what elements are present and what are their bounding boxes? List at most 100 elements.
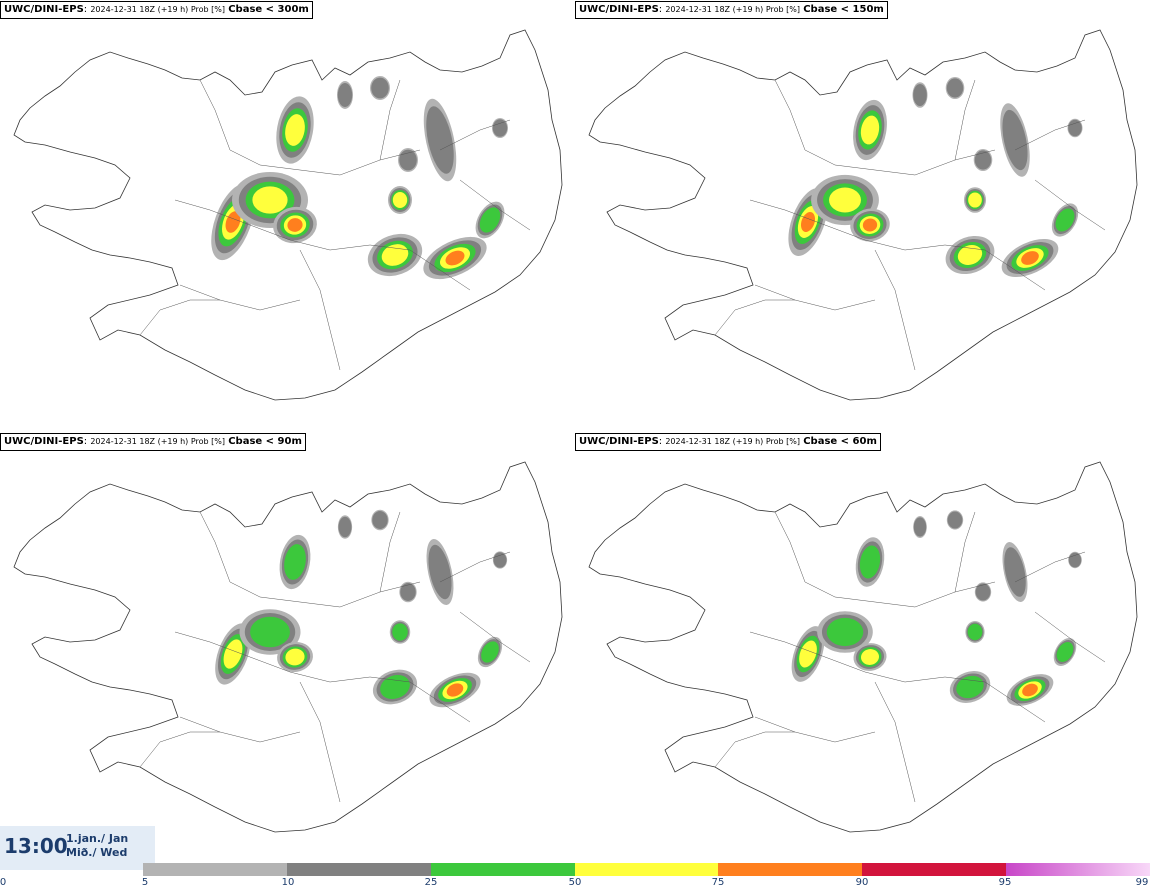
boundary-line [379,79,401,161]
probability-area [1056,642,1074,662]
boundary-line [954,79,976,161]
coastline [588,461,1138,833]
colorbar-tick-label: 0 [0,877,7,888]
probability-area [968,192,982,208]
boundary-line [229,581,421,608]
boundary-line [179,716,301,743]
probability-area [493,552,507,568]
probability-area [223,639,243,669]
map-panel-90m: UWC/DINI-EPS: 2024-12-31 18Z (+19 h) Pro… [0,432,575,862]
probability-area [250,616,290,648]
colorbar-tick-label: 90 [855,877,869,888]
probability-area [338,516,352,538]
valid-hour: 13:00 [4,834,68,858]
probability-area [974,150,992,170]
boundary-line [299,249,341,371]
boundary-line [409,681,471,723]
probability-area [947,511,963,529]
panel-title: UWC/DINI-EPS: 2024-12-31 18Z (+19 h) Pro… [575,433,881,451]
colorbar-tick-label: 25 [424,877,438,888]
colorbar-tick-label: 95 [998,877,1012,888]
probability-area [800,212,816,232]
probability-area [372,511,388,529]
boundary-line [774,511,806,583]
probability-area [285,114,305,146]
boundary-line [459,611,531,663]
boundary-line [749,199,986,251]
probability-area [913,517,927,537]
valid-date: 1.jan./ Jan [66,832,129,845]
probability-area [862,218,878,232]
probability-area [252,186,288,214]
boundary-line [439,119,511,151]
probability-area [799,640,817,668]
colorbar-segment [286,863,431,876]
probability-area [829,187,861,213]
probability-area [946,78,964,98]
colorbar-segment [718,863,863,876]
probability-area [1022,683,1038,697]
colorbar-segment [143,863,287,876]
boundary-line [299,681,341,803]
boundary-line [954,511,976,593]
boundary-line [1014,551,1086,583]
boundary-line [714,299,795,336]
probability-area [1021,251,1039,265]
valid-time-box: 13:00 1.jan./ Jan Mið./ Wed [0,826,155,870]
coastline [13,29,563,401]
boundary-line [179,284,301,311]
probability-area [392,623,408,641]
colorbar-segment [862,863,1007,876]
colorbar-tick-label: 5 [141,877,149,888]
probability-area [492,119,508,137]
boundary-line [1014,119,1086,151]
boundary-line [874,249,916,371]
boundary-line [439,551,511,583]
probability-area [957,244,983,266]
boundary-line [774,79,806,151]
probability-area [337,83,353,107]
boundary-line [174,199,411,251]
probability-area [287,218,303,232]
probability-area [826,617,864,647]
probability-area [428,544,452,600]
panel-title: UWC/DINI-EPS: 2024-12-31 18Z (+19 h) Pro… [575,1,888,19]
probability-area [860,649,880,665]
boundary-line [749,631,986,683]
boundary-line [139,299,220,336]
boundary-line [199,79,231,151]
probability-area [381,244,409,266]
probability-area [400,583,416,601]
colorbar-tick-label: 50 [568,877,582,888]
boundary-line [984,249,1046,291]
probability-area [859,545,881,579]
colorbar-tick-label: 10 [281,877,295,888]
coastline [13,461,563,833]
probability-area [285,648,305,666]
map-panel-300m: UWC/DINI-EPS: 2024-12-31 18Z (+19 h) Pro… [0,0,575,430]
probability-area [956,675,984,699]
boundary-line [804,149,996,176]
iceland-map [588,29,1138,401]
probability-area [481,641,499,663]
probability-colorbar [143,863,1150,876]
probability-area [479,207,501,233]
boundary-line [409,249,471,291]
probability-area [399,149,417,171]
probability-area [1002,109,1028,171]
probability-area [860,115,880,145]
probability-area [967,623,983,641]
iceland-map [588,461,1138,833]
boundary-line [379,511,401,593]
boundary-line [199,511,231,583]
boundary-line [754,284,876,311]
probability-area [426,106,454,174]
boundary-line [1034,179,1106,231]
boundary-line [714,731,795,768]
iceland-map [13,461,563,833]
probability-area [1068,119,1082,137]
probability-area [975,583,991,601]
colorbar-segment [574,863,719,876]
boundary-line [174,631,411,683]
iceland-map [13,29,563,401]
